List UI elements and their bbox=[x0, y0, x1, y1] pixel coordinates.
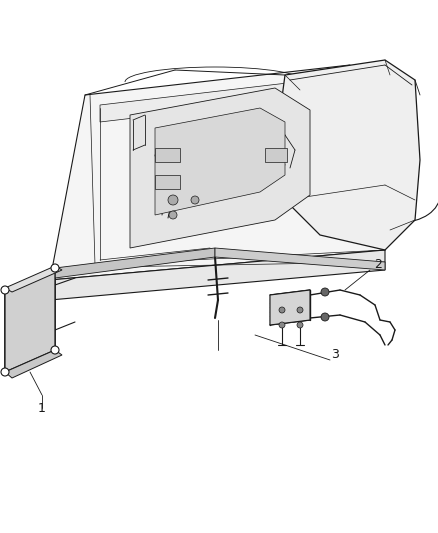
Circle shape bbox=[168, 195, 178, 205]
Polygon shape bbox=[50, 65, 385, 280]
Polygon shape bbox=[5, 350, 62, 378]
Text: 2: 2 bbox=[374, 259, 382, 271]
Polygon shape bbox=[5, 268, 55, 372]
Circle shape bbox=[169, 211, 177, 219]
Circle shape bbox=[279, 322, 285, 328]
Polygon shape bbox=[130, 88, 310, 248]
Polygon shape bbox=[155, 108, 285, 215]
Polygon shape bbox=[50, 250, 385, 300]
Polygon shape bbox=[275, 60, 420, 250]
Circle shape bbox=[1, 286, 9, 294]
Polygon shape bbox=[100, 78, 330, 122]
Circle shape bbox=[297, 322, 303, 328]
Text: 1: 1 bbox=[38, 401, 46, 415]
Bar bbox=[155, 148, 180, 162]
Bar bbox=[155, 175, 180, 189]
Circle shape bbox=[191, 196, 199, 204]
Circle shape bbox=[321, 313, 329, 321]
Circle shape bbox=[1, 368, 9, 376]
Polygon shape bbox=[55, 248, 215, 278]
Circle shape bbox=[51, 346, 59, 354]
Circle shape bbox=[297, 307, 303, 313]
Polygon shape bbox=[5, 266, 62, 292]
Polygon shape bbox=[215, 248, 385, 270]
Circle shape bbox=[51, 264, 59, 272]
Text: 3: 3 bbox=[331, 349, 339, 361]
Circle shape bbox=[279, 307, 285, 313]
Bar bbox=[265, 148, 287, 162]
Circle shape bbox=[321, 288, 329, 296]
Polygon shape bbox=[270, 290, 310, 325]
